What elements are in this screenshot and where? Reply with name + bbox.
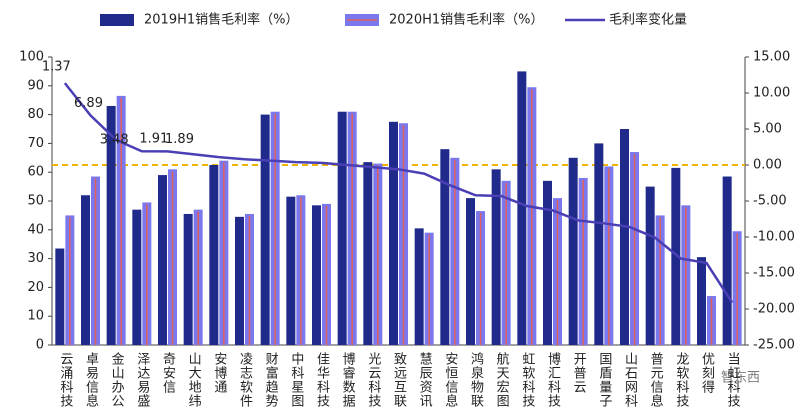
y-tick-label: 20 (27, 280, 44, 295)
bar (183, 213, 193, 345)
bar (209, 165, 219, 345)
bar (568, 157, 578, 345)
x-tick-label: 奇安信 (160, 351, 176, 394)
bar (671, 167, 681, 345)
x-tick-label: 优刻得 (699, 352, 715, 394)
y-tick-label: 0 (36, 338, 44, 353)
y2-tick-label: -10.00 (753, 230, 795, 245)
x-tick-label: 山大地纬 (186, 352, 202, 408)
bar (158, 175, 167, 345)
bar (106, 105, 116, 346)
bar (81, 195, 90, 345)
bar (620, 129, 629, 345)
y-tick-label: 10 (27, 309, 44, 324)
bar (414, 228, 424, 345)
bar (491, 169, 501, 345)
legend-label: 毛利率变化量 (609, 12, 687, 28)
x-tick-label: 卓易信息 (83, 352, 99, 408)
legend-label: 2019H1销售毛利率（%） (144, 12, 298, 28)
legend-swatch (100, 14, 134, 26)
bar (286, 196, 296, 345)
bar (466, 198, 475, 345)
y-tick-label: 90 (27, 78, 44, 93)
line-series (63, 82, 734, 304)
bar (363, 162, 373, 345)
bar (55, 248, 65, 345)
x-tick-label: 国盾量子 (596, 352, 612, 408)
y-tick-label: 40 (27, 222, 44, 237)
bar (517, 71, 527, 346)
x-tick-label: 博汇科技 (545, 352, 561, 408)
bar (389, 121, 398, 345)
y2-tick-label: 15.00 (753, 50, 790, 65)
x-tick-label: 安博通 (211, 352, 227, 394)
x-tick-label: 凌志软件 (237, 352, 253, 408)
bar (594, 143, 604, 345)
x-tick-label: 致远互联 (391, 352, 407, 408)
data-label: 1.91 (139, 132, 168, 147)
y2-tick-label: -15.00 (753, 266, 795, 281)
bar (312, 205, 321, 345)
y2-tick-label: -20.00 (753, 302, 795, 317)
bar (543, 180, 552, 345)
bar (440, 149, 450, 345)
bar (697, 257, 706, 345)
x-tick-label: 博睿数据 (340, 352, 356, 408)
data-label: 3.48 (100, 132, 129, 147)
data-label: 1.37 (42, 60, 71, 75)
y-tick-label: 80 (27, 107, 44, 122)
bar (235, 216, 244, 345)
y-tick-label: 60 (27, 165, 44, 180)
y2-tick-label: -25.00 (753, 338, 795, 353)
legend-label: 2020H1销售毛利率（%） (389, 12, 543, 28)
x-tick-label: 开普云 (571, 352, 587, 394)
x-tick-label: 龙软科技 (673, 352, 689, 408)
x-tick-label: 山石网科 (622, 352, 638, 408)
bar (132, 209, 142, 345)
y-tick-label: 70 (27, 136, 44, 151)
x-tick-label: 中科星图 (288, 352, 304, 408)
x-tick-label: 光云科技 (365, 352, 381, 408)
watermark: 智东西 (721, 371, 760, 386)
y2-tick-label: 0.00 (753, 158, 782, 173)
x-tick-label: 慧辰资讯 (417, 351, 433, 408)
y2-tick-label: 10.00 (753, 86, 790, 101)
bar (260, 114, 270, 345)
x-tick-label: 鸿泉物联 (468, 351, 484, 408)
y2-tick-label: 5.00 (753, 122, 782, 137)
x-tick-label: 安恒信息 (442, 352, 458, 408)
bar (645, 186, 655, 345)
data-label: 1.89 (165, 132, 194, 147)
bar (722, 176, 732, 345)
x-tick-label: 财富趋势 (263, 352, 279, 408)
x-tick-label: 金山办公 (109, 351, 125, 408)
y-tick-label: 100 (19, 50, 44, 65)
y2-tick-label: -5.00 (753, 194, 787, 209)
x-tick-label: 航天宏图 (494, 351, 510, 408)
x-tick-label: 虹软科技 (519, 352, 535, 408)
y-tick-label: 30 (27, 251, 44, 266)
x-tick-label: 云涌科技 (57, 352, 73, 408)
x-tick-label: 普元信息 (648, 352, 664, 408)
bar (337, 111, 347, 345)
data-label: 6.89 (74, 96, 103, 111)
x-tick-label: 佳华科技 (314, 352, 330, 408)
x-tick-label: 泽达易盛 (134, 352, 150, 408)
y-tick-label: 50 (27, 194, 44, 209)
x-tick-label: 当虹科技 (725, 352, 741, 408)
